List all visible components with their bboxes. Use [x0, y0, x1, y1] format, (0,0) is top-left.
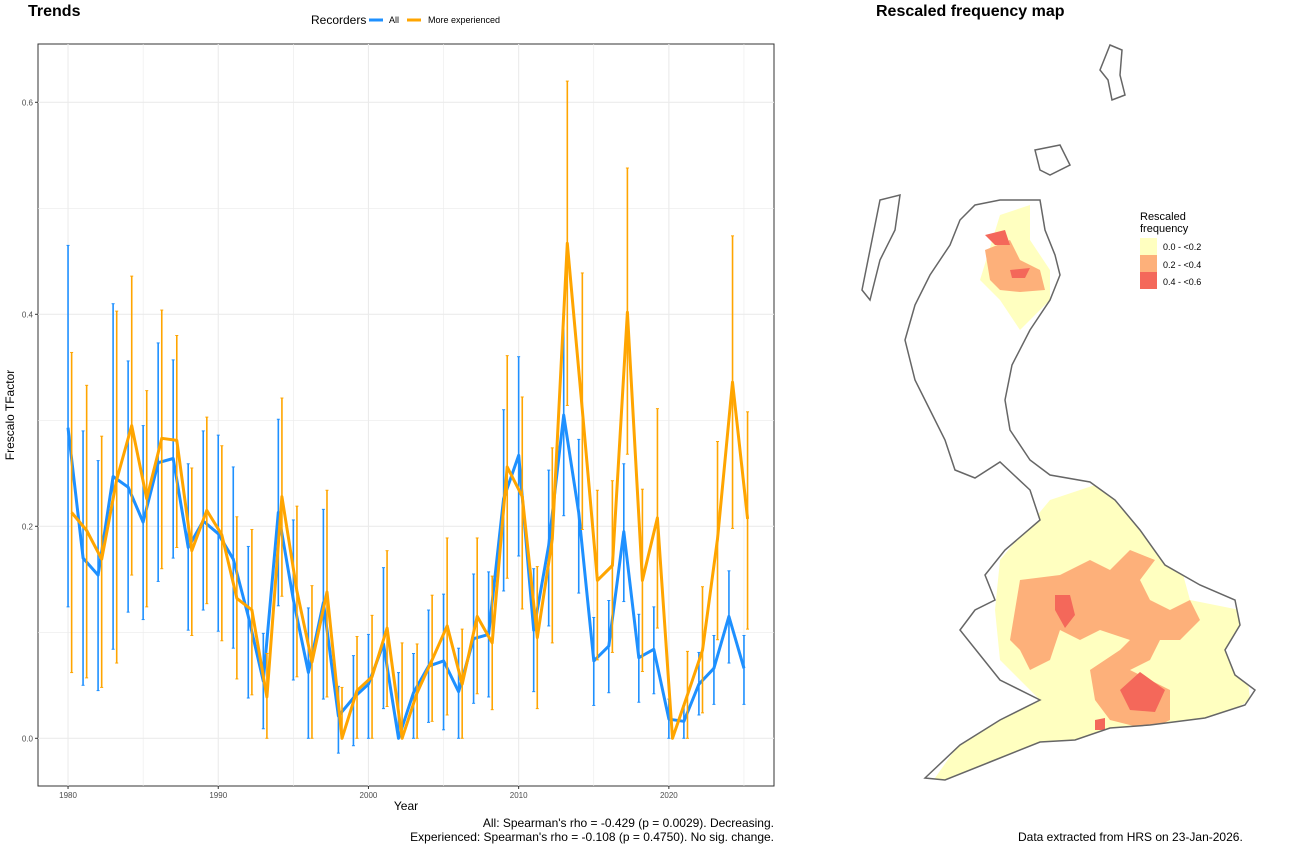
orkney-outline — [1034, 144, 1072, 176]
legend-label-high: 0.4 - <0.6 — [1163, 277, 1201, 287]
map-cells-low-south — [930, 485, 1250, 780]
x-axis-label: Year — [394, 799, 418, 813]
great-britain-outline — [904, 199, 1257, 781]
legend-swatch-low — [1140, 238, 1157, 255]
series-line-more-experienced — [70, 241, 750, 740]
legend-label-low: 0.0 - <0.2 — [1163, 242, 1201, 252]
map-legend-title-2: frequency — [1140, 223, 1189, 235]
y-tick-label: 0.0 — [22, 734, 34, 743]
stat-experienced: Experienced: Spearman's rho = -0.108 (p … — [410, 830, 774, 844]
x-tick-label: 2000 — [360, 791, 378, 800]
y-axis-label: Frescalo TFactor — [3, 370, 17, 460]
stat-all: All: Spearman's rho = -0.429 (p = 0.0029… — [482, 816, 774, 830]
legend-title: Recorders — [311, 13, 366, 27]
x-tick-label: 1990 — [209, 791, 227, 800]
legend-swatch-high — [1140, 272, 1157, 289]
map-legend: Rescaled frequency 0.0 - <0.2 0.2 - <0.4… — [1140, 211, 1201, 289]
map-cells-mid — [1010, 550, 1200, 730]
legend-label-mid: 0.2 - <0.4 — [1163, 260, 1201, 270]
series-line-all — [66, 413, 746, 740]
trends-chart: 1980 1990 2000 2010 2020 0.0 0.2 0.4 0.6 Year Fr… — [3, 13, 775, 813]
map-cells-mid-2 — [985, 240, 1045, 292]
legend-label-all: All — [389, 15, 399, 25]
axes: 1980 1990 2000 2010 2020 0.0 0.2 0.4 0.6 — [22, 98, 678, 800]
grid — [38, 44, 774, 786]
shetland-outline — [1099, 44, 1126, 102]
map-cells-high — [985, 230, 1165, 730]
map-title: Rescaled frequency map — [876, 3, 1065, 20]
hebrides-outline — [861, 194, 901, 302]
plot-panel — [37, 43, 775, 787]
legend-swatch-mid — [1140, 255, 1157, 272]
legend-label-experienced: More experienced — [428, 15, 500, 25]
x-tick-label: 1980 — [59, 791, 77, 800]
map-cells — [930, 205, 1250, 780]
y-tick-label: 0.4 — [22, 310, 34, 319]
x-tick-label: 2020 — [660, 791, 678, 800]
y-tick-label: 0.2 — [22, 522, 34, 531]
chart-marks — [66, 80, 750, 754]
x-tick-label: 2010 — [510, 791, 528, 800]
data-source: Data extracted from HRS on 23-Jan-2026. — [1018, 830, 1243, 844]
map-legend-title-1: Rescaled — [1140, 211, 1186, 223]
y-tick-label: 0.6 — [22, 98, 34, 107]
legend: Recorders All More experienced — [311, 13, 500, 27]
chart-title: Trends — [28, 3, 81, 20]
map-cells-low-north — [980, 205, 1050, 330]
